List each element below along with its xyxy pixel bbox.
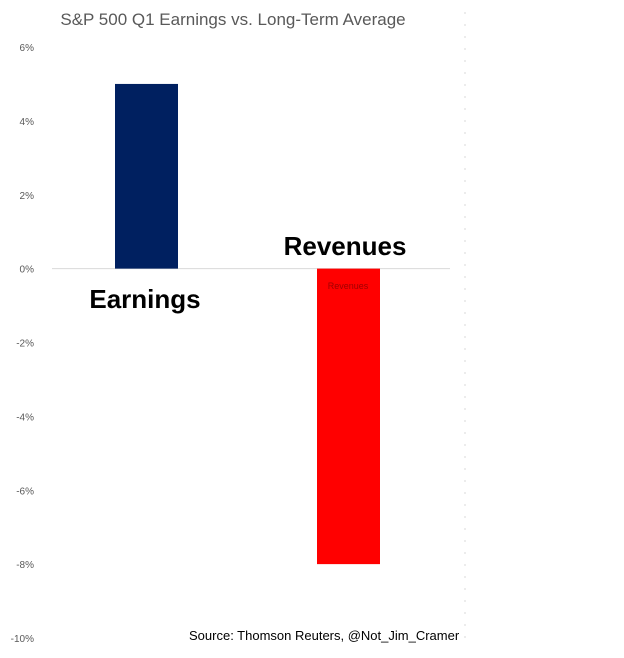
y-tick-label: 0% bbox=[20, 265, 35, 276]
bar-data-label: Revenues bbox=[328, 281, 369, 291]
category-label-earnings: Earnings bbox=[89, 284, 200, 314]
y-tick-label: -6% bbox=[16, 486, 34, 497]
bar-revenues bbox=[317, 268, 380, 565]
y-tick-label: -2% bbox=[16, 339, 34, 350]
labels-layer: Earnings Revenues Revenues bbox=[89, 231, 406, 314]
y-tick-label: 4% bbox=[20, 117, 35, 128]
chart-title: S&P 500 Q1 Earnings vs. Long-Term Averag… bbox=[60, 10, 406, 29]
chart-source: Source: Thomson Reuters, @Not_Jim_Cramer bbox=[189, 628, 460, 643]
bar-earnings bbox=[115, 83, 178, 269]
y-tick-label: -8% bbox=[16, 560, 34, 571]
y-tick-label: 6% bbox=[20, 43, 35, 54]
axis-layer: 6% 4% 2% 0% -2% -4% -6% -8% -10% bbox=[11, 12, 466, 645]
y-tick-label: -10% bbox=[11, 634, 34, 645]
y-tick-label: -4% bbox=[16, 412, 34, 423]
y-tick-label: 2% bbox=[20, 191, 35, 202]
category-label-revenues: Revenues bbox=[284, 231, 407, 261]
bars-layer bbox=[115, 83, 380, 565]
